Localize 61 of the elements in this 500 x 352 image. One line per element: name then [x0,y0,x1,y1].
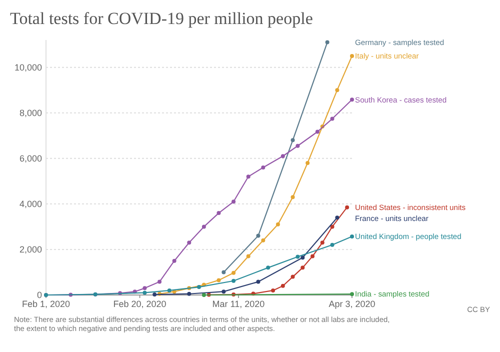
point [142,286,147,290]
point [222,270,226,274]
point [280,154,285,158]
point [345,205,350,210]
point [216,278,221,282]
point [232,270,236,275]
y-tick-label: 8,000 [19,108,42,118]
y-tick-label: 6,000 [19,154,42,164]
point [216,211,221,216]
point [202,224,206,229]
point [187,292,192,296]
point [202,293,206,297]
point [276,222,280,226]
point [290,195,295,200]
point [232,278,236,283]
point [325,40,330,44]
y-tick-label: 10,000 [14,62,42,72]
point [335,216,340,220]
point [290,138,295,142]
point [290,274,295,279]
point [266,266,270,270]
point [158,280,162,284]
x-tick-label: Mar 11, 2020 [212,299,265,309]
y-tick-label: 2,000 [19,244,42,255]
point [167,288,172,292]
point [187,240,192,245]
x-tick-label: Feb 20, 2020 [113,299,166,309]
point [335,88,340,92]
point [296,144,300,148]
point [152,292,157,297]
point [330,224,334,229]
point [330,242,334,247]
point [296,254,300,259]
point [256,234,260,238]
x-tick-label: Apr 3, 2020 [328,299,376,309]
y-tick-label: 0 [36,290,42,300]
point [142,290,147,295]
point [300,256,305,260]
y-tick-label: 4,000 [19,199,42,210]
point [350,98,354,102]
point [300,266,305,270]
point [315,130,320,134]
point [306,160,310,165]
chart-title: Total tests for COVID-19 per million people [10,9,313,28]
point [246,174,250,179]
point [256,280,260,284]
point [197,285,201,290]
point [280,284,285,288]
point [330,116,334,121]
point [350,54,354,58]
point [310,254,315,258]
point [261,238,266,242]
point [320,240,324,245]
point [246,254,250,258]
point [232,200,236,204]
point [261,166,266,170]
x-tick-label: Feb 1, 2020 [22,299,70,309]
point [271,288,276,292]
point [350,234,354,238]
point [222,290,226,294]
point [172,258,176,263]
